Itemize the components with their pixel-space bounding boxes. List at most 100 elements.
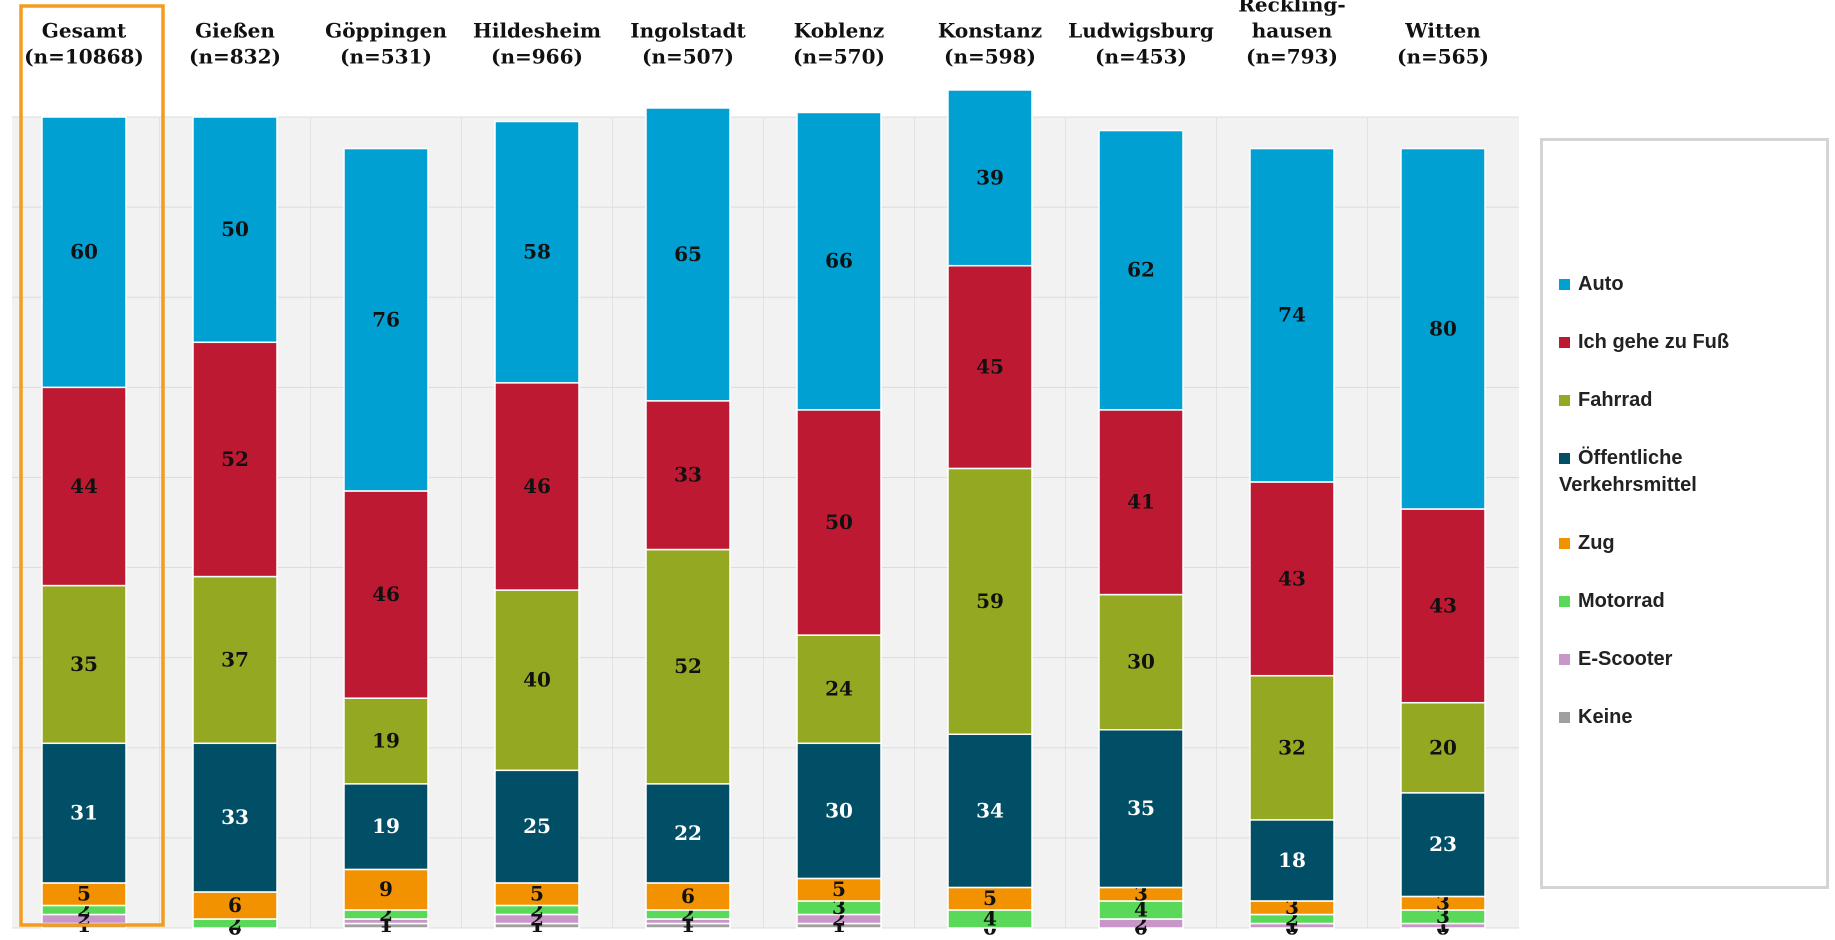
value-label: 35 [70, 652, 98, 676]
legend-label: Auto [1578, 273, 1624, 295]
value-label: 18 [1278, 848, 1306, 872]
value-label: 9 [379, 877, 393, 901]
bar-segment [41, 386, 127, 587]
legend-item: Motorrad [1559, 588, 1816, 615]
x-tick-label: (n=793) [1246, 45, 1338, 69]
value-label: 41 [1127, 490, 1155, 514]
bar-segment [947, 89, 1033, 267]
legend-label: E-Scooter [1578, 648, 1673, 670]
value-label: 25 [523, 814, 551, 838]
x-tick-label: (n=598) [944, 45, 1036, 69]
value-label: 60 [70, 240, 98, 264]
value-label: 30 [825, 798, 853, 822]
legend-item: Auto [1559, 271, 1816, 298]
legend-label: Ich gehe zu Fuß [1578, 331, 1730, 353]
bar-segment [645, 783, 731, 884]
value-label: 22 [674, 821, 702, 845]
x-tick-label: Ingolstadt [630, 19, 746, 43]
x-tick-label: (n=565) [1397, 45, 1489, 69]
legend-item: Zug [1559, 530, 1816, 557]
bar-segment [192, 341, 278, 578]
legend-item: E-Scooter [1559, 646, 1816, 673]
bar-segment [41, 116, 127, 389]
value-label: 39 [976, 165, 1004, 189]
legend-swatch [1559, 596, 1570, 607]
value-label: 65 [674, 242, 702, 266]
bar-segment [494, 382, 580, 591]
bar-segment [796, 742, 882, 880]
bar-segment [1249, 147, 1335, 483]
x-tick-label: Ludwigsburg [1068, 19, 1214, 43]
bar-segment [192, 891, 278, 920]
value-label: 33 [221, 805, 249, 829]
value-label: 30 [1127, 650, 1155, 674]
value-label: 52 [221, 447, 249, 471]
x-tick-label: hausen [1252, 19, 1333, 43]
value-label: 5 [983, 886, 997, 910]
bar-segment [947, 264, 1033, 470]
value-label: 5 [530, 882, 544, 906]
highlight-box [19, 4, 165, 927]
legend-label: Öffentliche Verkehrsmittel [1559, 447, 1697, 496]
value-label: 43 [1278, 566, 1306, 590]
bar-segment [796, 111, 882, 411]
value-label: 50 [825, 510, 853, 534]
bar-segment [1098, 593, 1184, 731]
value-label: 46 [372, 582, 400, 606]
bar-segment [1249, 481, 1335, 677]
bar-segment [796, 409, 882, 636]
value-label: 35 [1127, 796, 1155, 820]
value-label: 32 [1278, 735, 1306, 759]
bar-segment [645, 107, 731, 402]
x-tick-label: Göppingen [325, 19, 447, 43]
value-label: 20 [1429, 735, 1457, 759]
bar-segment [494, 120, 580, 384]
x-tick-label: (n=570) [793, 45, 885, 69]
value-label: 6 [228, 893, 242, 917]
value-label: 5 [832, 877, 846, 901]
bar-segment [1098, 409, 1184, 596]
value-label: 59 [976, 589, 1004, 613]
value-label: 31 [70, 801, 98, 825]
bar-segment [1400, 701, 1486, 794]
legend-swatch [1559, 538, 1570, 549]
x-tick-label: (n=832) [189, 45, 281, 69]
value-label: 34 [976, 798, 1004, 822]
value-label: 24 [825, 677, 853, 701]
bar-segment [1098, 729, 1184, 889]
bar-segment [192, 575, 278, 745]
x-tick-label: (n=453) [1095, 45, 1187, 69]
bar-segment [645, 400, 731, 551]
bar-segment [1400, 147, 1486, 510]
value-label: 46 [523, 474, 551, 498]
value-label: 5 [77, 882, 91, 906]
legend-label: Zug [1578, 532, 1615, 554]
bar-segment [41, 584, 127, 745]
x-tick-label: (n=531) [340, 45, 432, 69]
value-label: 19 [372, 729, 400, 753]
x-tick-label: Witten [1404, 19, 1481, 43]
value-label: 37 [221, 647, 249, 671]
bar-segment [645, 882, 731, 911]
value-label: 76 [372, 307, 400, 331]
bar-segment [343, 868, 429, 911]
value-label: 6 [681, 884, 695, 908]
value-label: 44 [70, 474, 98, 498]
value-label: 4 [983, 906, 997, 930]
legend-swatch [1559, 654, 1570, 665]
legend-label: Keine [1578, 706, 1633, 728]
legend-item: Fahrrad [1559, 387, 1816, 414]
value-label: 23 [1429, 832, 1457, 856]
legend-swatch [1559, 395, 1570, 406]
legend-label: Fahrrad [1578, 389, 1653, 411]
bar-segment [41, 742, 127, 884]
value-label: 66 [825, 249, 853, 273]
value-label: 80 [1429, 316, 1457, 340]
value-label: 58 [523, 240, 551, 264]
x-tick-label: Gießen [195, 19, 275, 43]
value-label: 74 [1278, 303, 1306, 327]
legend-swatch [1559, 712, 1570, 723]
x-tick-label: (n=966) [491, 45, 583, 69]
